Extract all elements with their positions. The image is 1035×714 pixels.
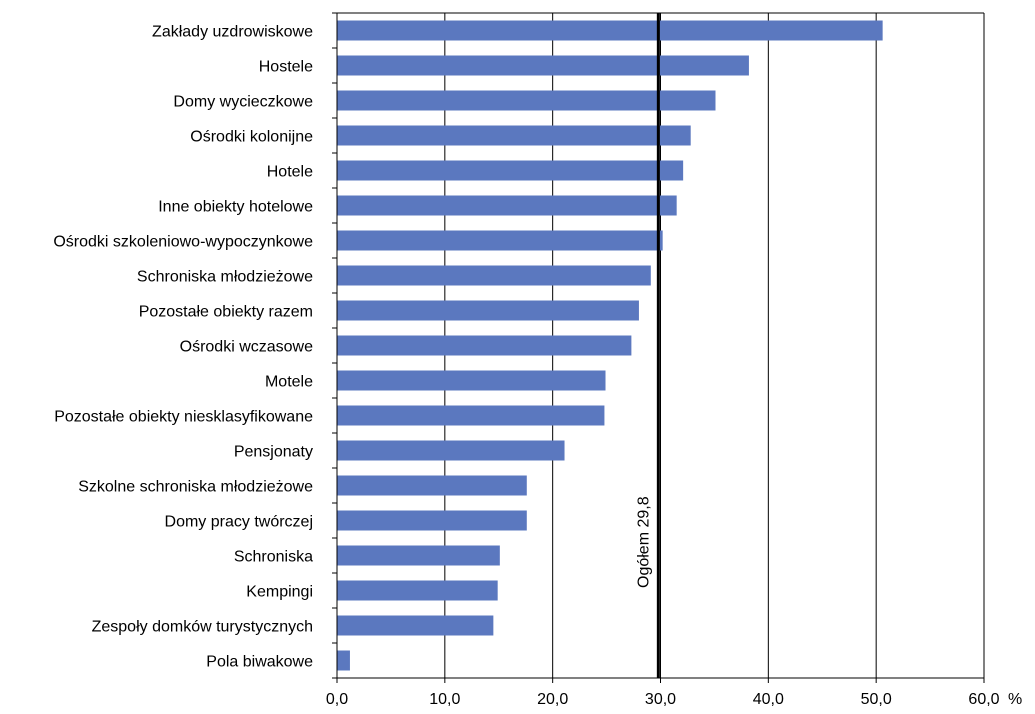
x-tick-label: 50,0 (861, 691, 892, 708)
category-label: Pozostałe obiekty niesklasyfikowane (54, 409, 313, 426)
category-label: Inne obiekty hotelowe (158, 199, 313, 216)
x-tick-label: 30,0 (645, 691, 676, 708)
bar (337, 160, 684, 181)
bar (337, 20, 883, 41)
bar (337, 370, 606, 391)
bar (337, 300, 639, 321)
category-label: Pozostałe obiekty razem (139, 304, 313, 321)
reference-line-label: Ogółem 29,8 (635, 496, 652, 588)
bar (337, 405, 605, 426)
x-tick-label: 0,0 (326, 691, 348, 708)
x-tick-label: 60,0 (968, 691, 999, 708)
bar (337, 195, 677, 216)
category-label: Domy wycieczkowe (173, 94, 313, 111)
category-label: Schroniska młodzieżowe (137, 269, 313, 286)
x-tick-label: 20,0 (537, 691, 568, 708)
category-label: Ośrodki wczasowe (180, 339, 313, 356)
category-label: Pola biwakowe (206, 654, 313, 671)
bar (337, 580, 498, 601)
bar (337, 440, 565, 461)
x-unit-label: % (1008, 691, 1022, 708)
category-label: Motele (265, 374, 313, 391)
bar (337, 335, 632, 356)
bar (337, 650, 350, 671)
bar (337, 230, 663, 251)
category-label: Schroniska (234, 549, 313, 566)
category-label: Kempingi (246, 584, 313, 601)
category-label: Zakłady uzdrowiskowe (152, 24, 313, 41)
category-label: Domy pracy twórczej (165, 514, 313, 531)
bar (337, 615, 494, 636)
x-tick-label: 40,0 (753, 691, 784, 708)
bar (337, 125, 691, 146)
bar (337, 90, 716, 111)
category-label: Szkolne schroniska młodzieżowe (78, 479, 313, 496)
bar (337, 475, 527, 496)
category-label: Hotele (267, 164, 313, 181)
bar (337, 265, 651, 286)
category-label: Ośrodki szkoleniowo-wypoczynkowe (53, 234, 313, 251)
category-label: Zespoły domków turystycznych (92, 619, 313, 636)
x-tick-label: 10,0 (429, 691, 460, 708)
category-label: Ośrodki kolonijne (190, 129, 313, 146)
category-label: Hostele (259, 59, 313, 76)
bar (337, 545, 500, 566)
bar (337, 55, 749, 76)
bar (337, 510, 527, 531)
category-label: Pensjonaty (234, 444, 313, 461)
